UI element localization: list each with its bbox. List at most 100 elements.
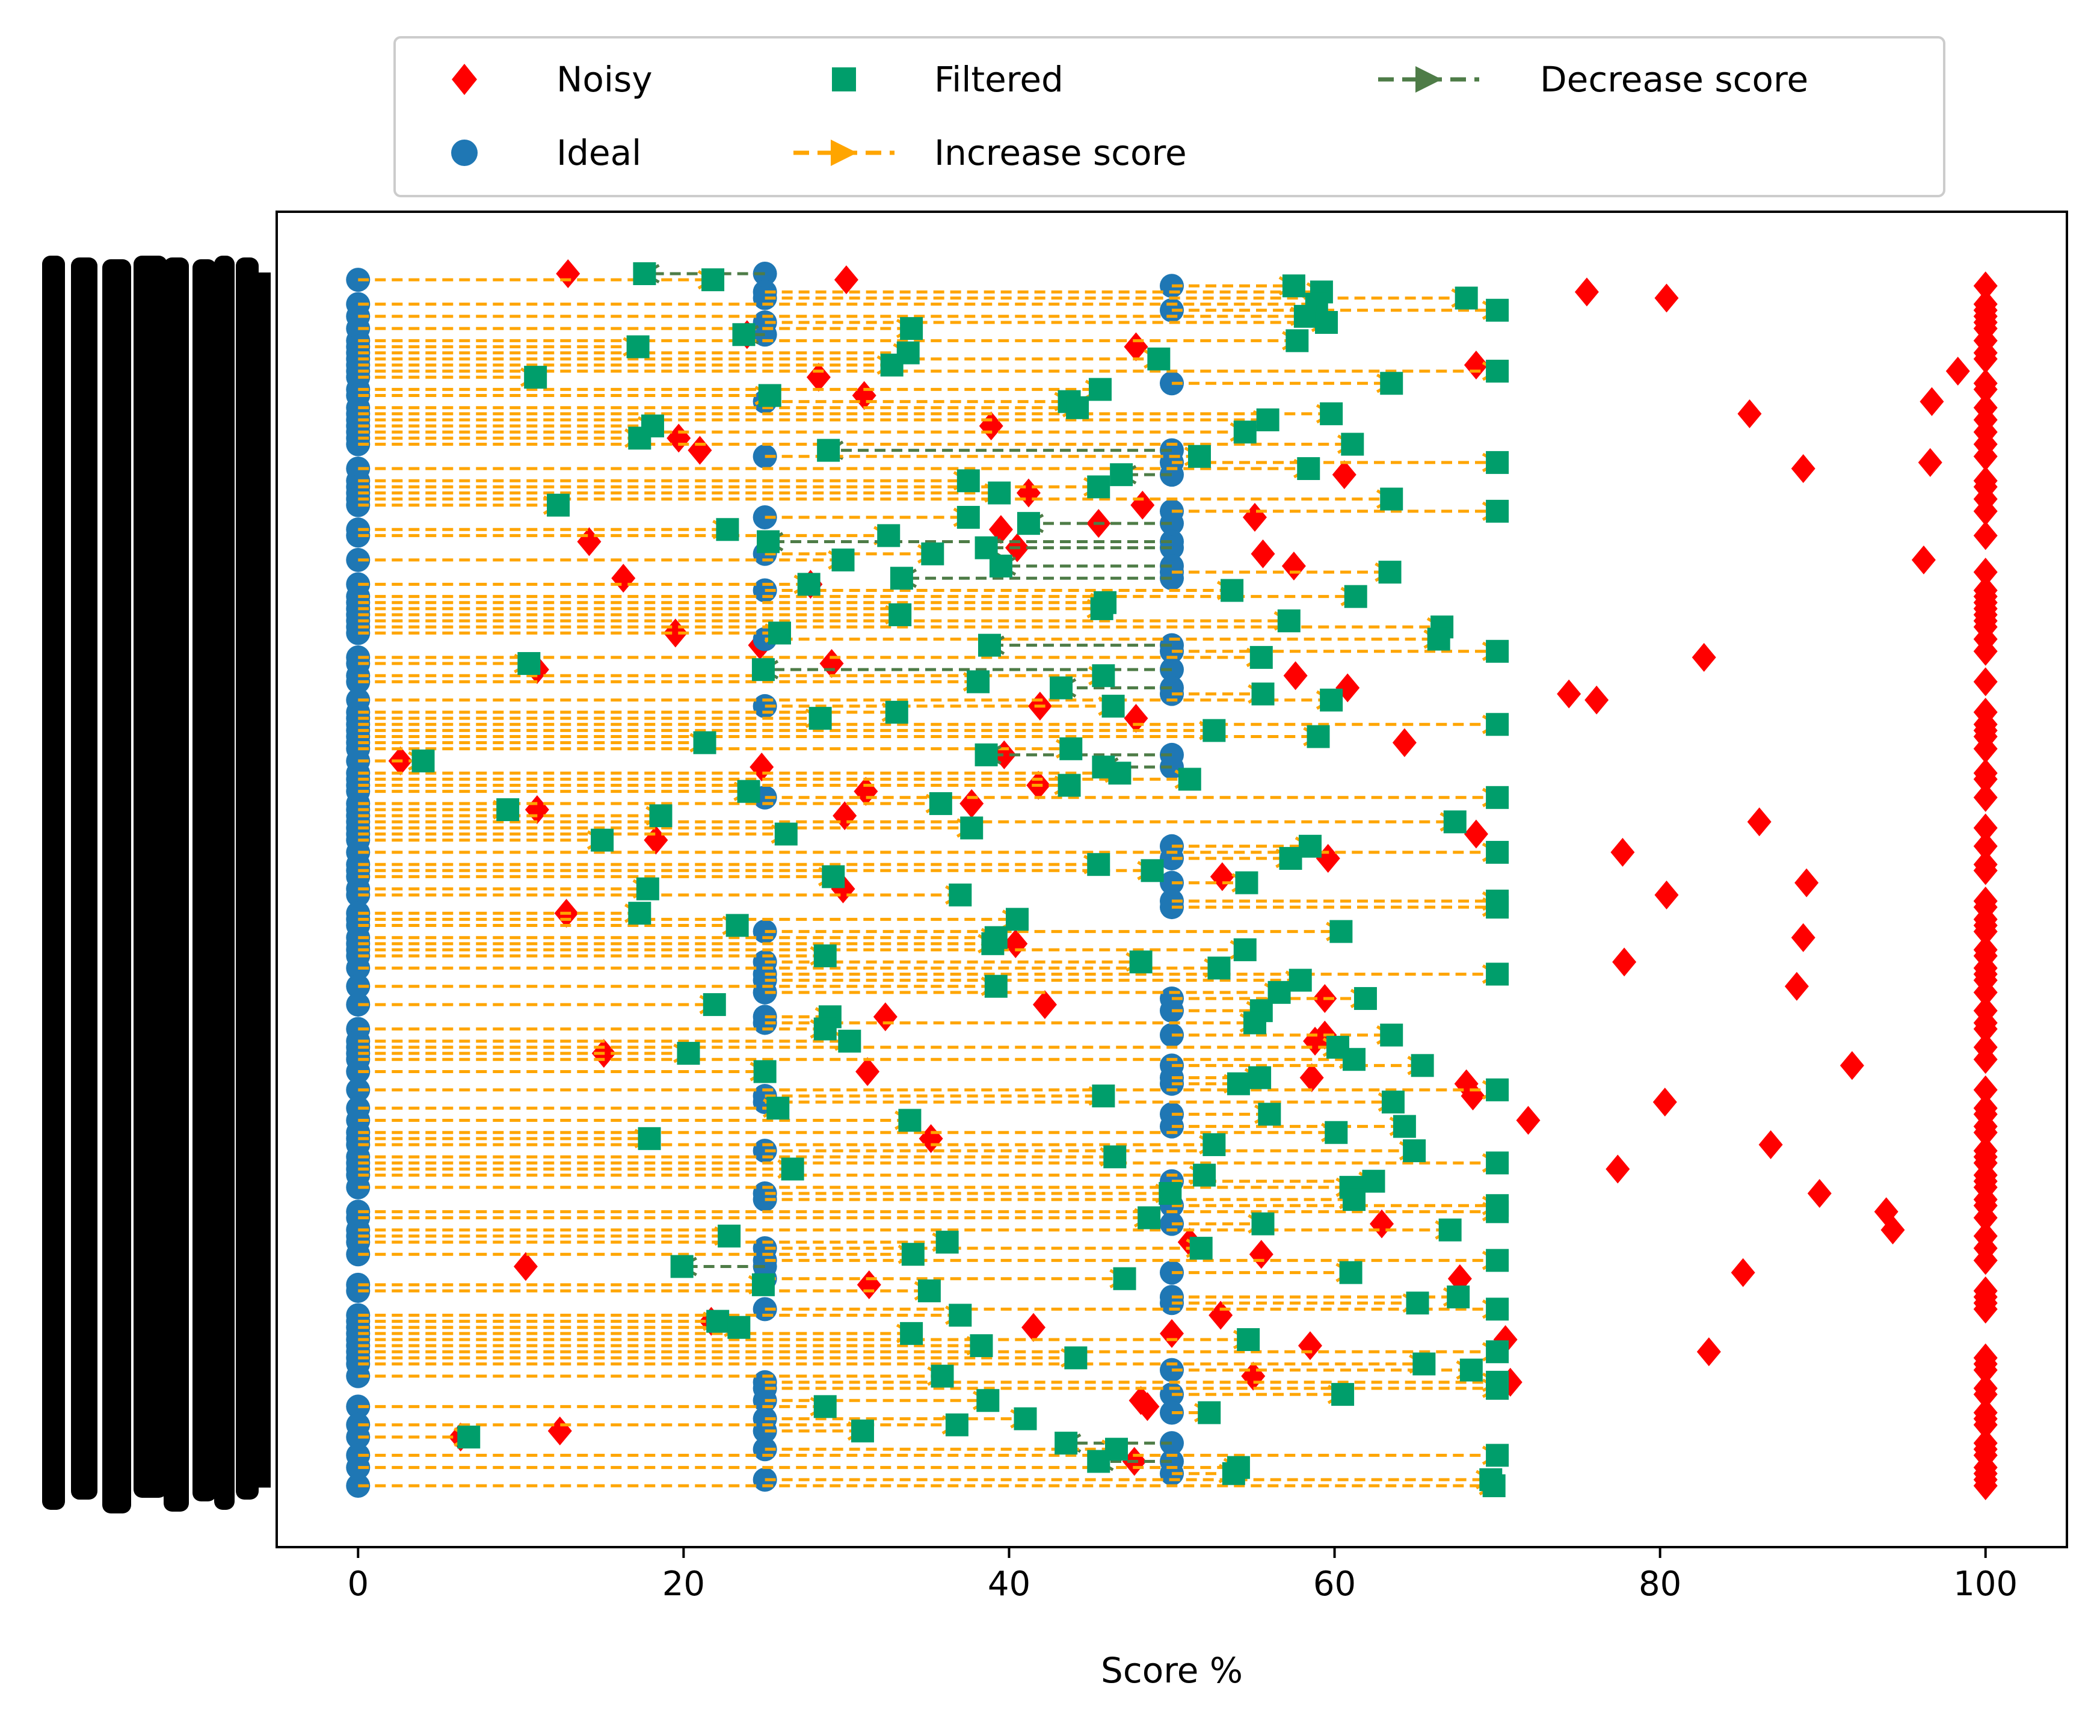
- filtered-point: [1411, 1054, 1434, 1077]
- filtered-point: [1050, 676, 1073, 700]
- filtered-point: [1486, 1376, 1509, 1400]
- noisy-point: [1332, 460, 1356, 490]
- filtered-point: [411, 749, 435, 773]
- filtered-point: [1113, 1267, 1136, 1290]
- noisy-point: [1973, 558, 1998, 587]
- filtered-point: [945, 1413, 968, 1436]
- filtered-point: [1286, 329, 1309, 352]
- filtered-point: [1443, 810, 1467, 834]
- filtered-point: [917, 1279, 941, 1302]
- filtered-point: [1486, 451, 1509, 474]
- filtered-point: [1320, 688, 1343, 712]
- filtered-point: [1486, 1078, 1509, 1101]
- noisy-point: [1574, 277, 1599, 307]
- filtered-point: [1014, 1407, 1037, 1430]
- filtered-point: [636, 877, 659, 900]
- noisy-point: [1464, 819, 1488, 849]
- filtered-point: [1343, 1048, 1366, 1071]
- filtered-point: [1393, 1115, 1416, 1138]
- noisy-point: [1737, 399, 1762, 428]
- filtered-point: [975, 743, 998, 766]
- filtered-point: [753, 1060, 777, 1083]
- filtered-point: [1486, 499, 1509, 523]
- noisy-point: [1032, 990, 1057, 1020]
- filtered-point: [1256, 408, 1279, 432]
- filtered-point: [1087, 853, 1110, 876]
- filtered-point: [718, 1224, 741, 1248]
- filtered-point: [1438, 1218, 1462, 1242]
- noisy-point: [1160, 1319, 1184, 1348]
- noisy-point: [1973, 344, 1998, 374]
- filtered-point: [633, 262, 656, 285]
- filtered-point: [766, 1097, 790, 1120]
- filtered-point: [1101, 694, 1125, 718]
- filtered-point: [496, 798, 520, 822]
- filtered-point: [1331, 1383, 1355, 1406]
- y-tick-label-blob: [164, 257, 189, 1512]
- legend-label: Filtered: [934, 59, 1064, 100]
- filtered-point: [1353, 987, 1377, 1010]
- filtered-point: [1325, 1121, 1348, 1144]
- filtered-point: [727, 1316, 751, 1339]
- filtered-point: [890, 567, 913, 590]
- filtered-point: [1455, 286, 1478, 310]
- noisy-point: [1135, 1392, 1160, 1421]
- filtered-point: [1087, 1450, 1110, 1473]
- legend-entry: Decrease score: [1378, 59, 1808, 100]
- noisy-point: [1911, 545, 1936, 574]
- filtered-point: [1103, 1145, 1127, 1169]
- filtered-point: [929, 792, 952, 815]
- noisy-point: [1973, 521, 1998, 550]
- filtered-point: [931, 1364, 954, 1388]
- noisy-point: [1973, 765, 1998, 794]
- filtered-point: [1017, 512, 1040, 535]
- filtered-point: [1141, 859, 1164, 882]
- filtered-point: [1341, 432, 1364, 456]
- filtered-point: [797, 573, 821, 596]
- filtered-point: [989, 555, 1012, 578]
- filtered-point: [591, 828, 614, 852]
- y-tick-marks: [257, 272, 271, 1488]
- filtered-point: [1198, 1401, 1221, 1424]
- filtered-point: [1207, 956, 1231, 980]
- filtered-point: [984, 974, 1008, 998]
- filtered-point: [1233, 420, 1257, 444]
- filtered-point: [1243, 1011, 1266, 1035]
- noisy-point: [1973, 977, 1998, 1007]
- filtered-point: [838, 1029, 861, 1053]
- legend-entry: Noisy: [452, 59, 653, 100]
- noisy-point: [1794, 868, 1819, 897]
- noisy-point: [1973, 856, 1998, 885]
- filtered-point: [693, 731, 716, 754]
- filtered-point: [1297, 457, 1320, 481]
- noisy-point: [1791, 923, 1815, 952]
- y-tick-label-blob: [42, 256, 65, 1510]
- filtered-point: [1380, 372, 1403, 395]
- noisy-point: [1840, 1051, 1864, 1080]
- filtered-point: [1486, 1200, 1509, 1224]
- noisy-point: [1557, 679, 1581, 709]
- legend-label: Noisy: [556, 59, 653, 100]
- filtered-point: [703, 993, 726, 1017]
- filtered-point: [967, 670, 990, 694]
- filtered-point: [1482, 1474, 1506, 1497]
- noisy-point: [513, 1252, 538, 1281]
- filtered-point: [970, 1334, 993, 1358]
- filtered-point: [1235, 871, 1258, 894]
- filtered-point: [956, 506, 980, 529]
- noisy-point: [1973, 1118, 1998, 1147]
- filtered-point: [1178, 768, 1201, 791]
- filtered-point: [813, 1017, 837, 1041]
- filtered-point: [822, 865, 845, 888]
- noisy-point: [1973, 1294, 1998, 1324]
- filtered-point: [1221, 579, 1244, 602]
- legend-label: Ideal: [556, 132, 641, 173]
- filtered-point: [1427, 627, 1450, 651]
- noisy-point: [1606, 1154, 1630, 1184]
- filtered-point: [781, 1157, 804, 1181]
- filtered-point: [880, 353, 904, 377]
- noisy-point: [1973, 271, 1998, 301]
- filtered-point: [900, 1322, 923, 1345]
- filtered-point: [1064, 1346, 1088, 1370]
